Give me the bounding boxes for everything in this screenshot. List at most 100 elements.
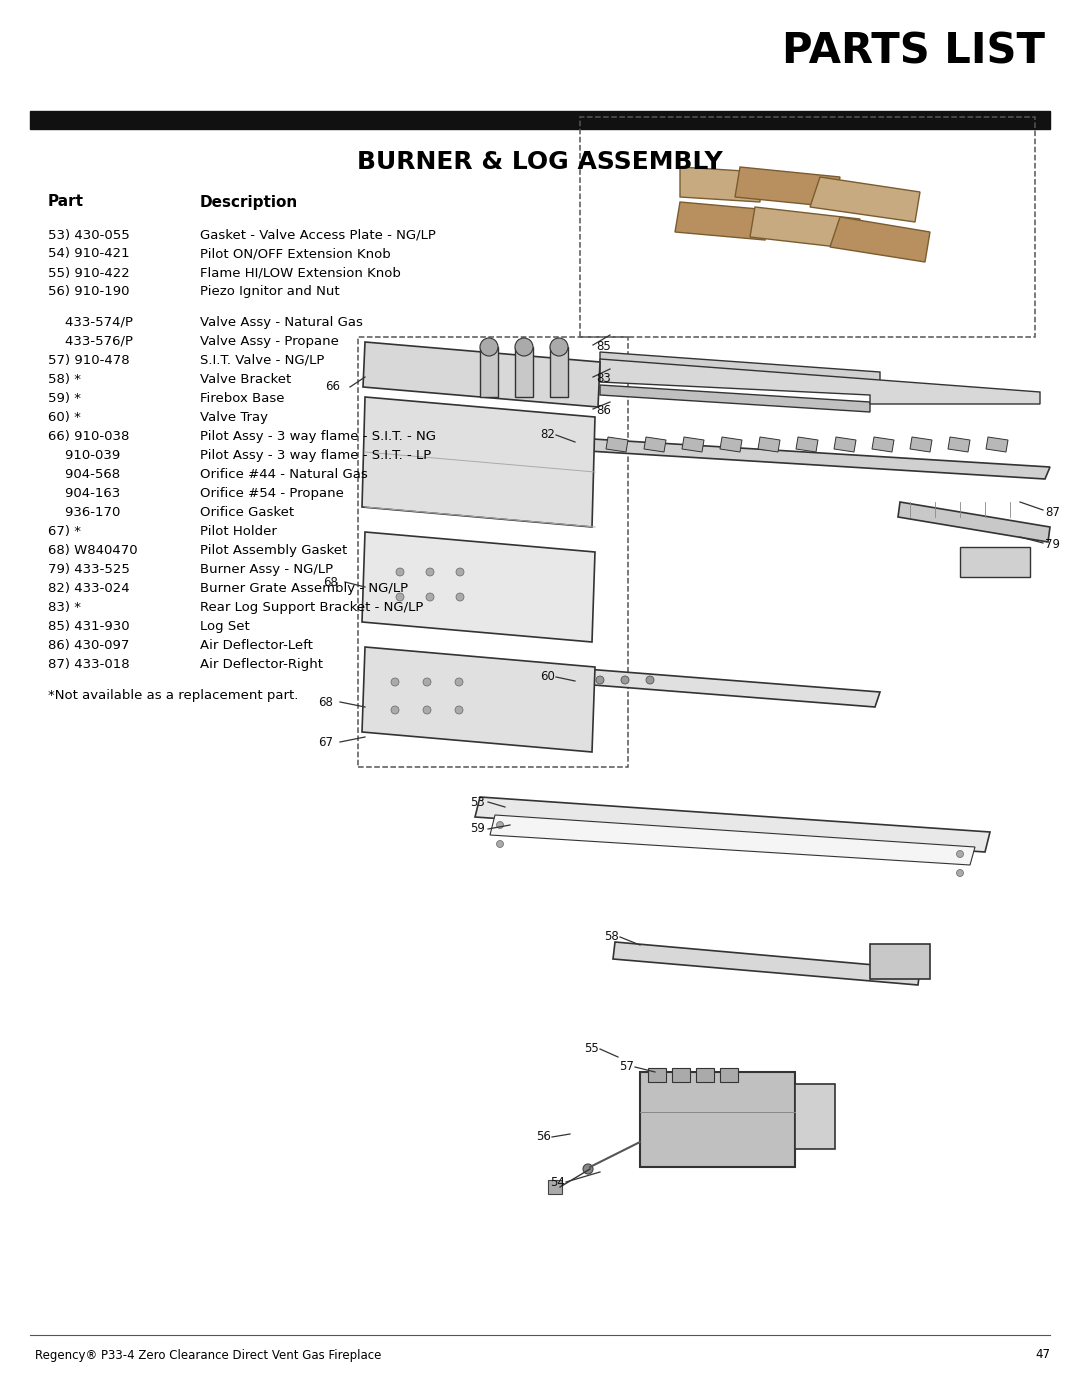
- Text: Air Deflector-Left: Air Deflector-Left: [200, 638, 313, 652]
- Circle shape: [391, 705, 399, 714]
- Text: 83) *: 83) *: [48, 601, 81, 613]
- Text: 53) 430-055: 53) 430-055: [48, 229, 130, 242]
- Polygon shape: [363, 342, 600, 407]
- Text: 54) 910-421: 54) 910-421: [48, 247, 130, 260]
- Bar: [696, 1067, 714, 1083]
- Circle shape: [423, 678, 431, 686]
- Text: Orifice #44 - Natural Gas: Orifice #44 - Natural Gas: [200, 468, 368, 481]
- Circle shape: [957, 851, 963, 858]
- Text: 85) 431-930: 85) 431-930: [48, 620, 130, 633]
- Text: Pilot Holder: Pilot Holder: [200, 525, 276, 538]
- Polygon shape: [568, 437, 590, 453]
- Text: 86: 86: [596, 405, 611, 418]
- Text: 53: 53: [470, 795, 485, 809]
- Circle shape: [480, 338, 498, 356]
- Polygon shape: [490, 814, 975, 865]
- Circle shape: [396, 592, 404, 601]
- Text: Valve Bracket: Valve Bracket: [200, 373, 292, 386]
- Bar: [672, 1067, 690, 1083]
- Text: 47: 47: [1035, 1348, 1050, 1362]
- Text: 83: 83: [596, 373, 611, 386]
- Polygon shape: [834, 437, 856, 453]
- Bar: [548, 1180, 562, 1194]
- Polygon shape: [872, 437, 894, 453]
- Text: Valve Assy - Natural Gas: Valve Assy - Natural Gas: [200, 316, 363, 328]
- Text: 55) 910-422: 55) 910-422: [48, 267, 130, 279]
- Circle shape: [497, 841, 503, 848]
- Text: 57: 57: [619, 1060, 634, 1073]
- Polygon shape: [555, 437, 1050, 479]
- Polygon shape: [897, 502, 1050, 542]
- Text: Pilot ON/OFF Extension Knob: Pilot ON/OFF Extension Knob: [200, 247, 391, 260]
- Text: Valve Tray: Valve Tray: [200, 411, 268, 423]
- Text: PARTS LIST: PARTS LIST: [782, 31, 1045, 73]
- Text: 85: 85: [596, 341, 611, 353]
- Polygon shape: [362, 397, 595, 527]
- Circle shape: [583, 1164, 593, 1173]
- Polygon shape: [555, 666, 880, 707]
- Circle shape: [391, 678, 399, 686]
- Bar: [550, 346, 568, 397]
- Bar: [870, 944, 930, 979]
- Text: 904-163: 904-163: [48, 488, 120, 500]
- Text: Orifice Gasket: Orifice Gasket: [200, 506, 294, 518]
- Circle shape: [456, 569, 464, 576]
- Text: 79: 79: [1045, 538, 1059, 552]
- Circle shape: [497, 821, 503, 828]
- Text: Gasket - Valve Access Plate - NG/LP: Gasket - Valve Access Plate - NG/LP: [200, 229, 436, 242]
- Polygon shape: [750, 207, 860, 249]
- Polygon shape: [720, 437, 742, 453]
- Polygon shape: [758, 437, 780, 453]
- Bar: [720, 1067, 738, 1083]
- Circle shape: [596, 676, 604, 685]
- Text: Pilot Assembly Gasket: Pilot Assembly Gasket: [200, 543, 348, 557]
- Text: 56: 56: [536, 1130, 551, 1144]
- Polygon shape: [600, 359, 1040, 404]
- Text: 59) *: 59) *: [48, 393, 81, 405]
- Text: Orifice #54 - Propane: Orifice #54 - Propane: [200, 488, 343, 500]
- Bar: [515, 346, 534, 397]
- Text: 55: 55: [584, 1042, 598, 1056]
- Polygon shape: [810, 177, 920, 222]
- Polygon shape: [986, 437, 1008, 453]
- Text: 433-576/P: 433-576/P: [48, 335, 133, 348]
- Bar: [640, 1071, 795, 1166]
- Text: 67: 67: [318, 735, 333, 749]
- Circle shape: [426, 569, 434, 576]
- Text: 86) 430-097: 86) 430-097: [48, 638, 130, 652]
- Text: 60) *: 60) *: [48, 411, 81, 423]
- Circle shape: [396, 569, 404, 576]
- Polygon shape: [600, 386, 870, 412]
- Text: 904-568: 904-568: [48, 468, 120, 481]
- Polygon shape: [675, 203, 770, 240]
- Bar: [580, 117, 1035, 337]
- Circle shape: [423, 705, 431, 714]
- Text: 87) 433-018: 87) 433-018: [48, 658, 130, 671]
- Text: 67) *: 67) *: [48, 525, 81, 538]
- Polygon shape: [948, 437, 970, 453]
- Text: 68: 68: [323, 576, 338, 588]
- Circle shape: [515, 338, 534, 356]
- Circle shape: [550, 338, 568, 356]
- Circle shape: [455, 678, 463, 686]
- Text: 433-574/P: 433-574/P: [48, 316, 133, 328]
- Polygon shape: [681, 437, 704, 453]
- Text: 59: 59: [470, 823, 485, 835]
- Polygon shape: [362, 647, 595, 752]
- Polygon shape: [735, 168, 840, 207]
- Text: 60: 60: [540, 671, 555, 683]
- Circle shape: [621, 676, 629, 685]
- Bar: [795, 1084, 835, 1148]
- Text: BURNER & LOG ASSEMBLY: BURNER & LOG ASSEMBLY: [357, 149, 723, 175]
- Polygon shape: [680, 168, 760, 203]
- Polygon shape: [831, 217, 930, 263]
- Text: 54: 54: [550, 1175, 565, 1189]
- Polygon shape: [600, 352, 880, 381]
- Text: Piezo Ignitor and Nut: Piezo Ignitor and Nut: [200, 285, 339, 299]
- Polygon shape: [362, 532, 595, 643]
- Text: 68: 68: [318, 696, 333, 708]
- Circle shape: [426, 592, 434, 601]
- Text: Flame HI/LOW Extension Knob: Flame HI/LOW Extension Knob: [200, 267, 401, 279]
- Text: Log Set: Log Set: [200, 620, 249, 633]
- Polygon shape: [910, 437, 932, 453]
